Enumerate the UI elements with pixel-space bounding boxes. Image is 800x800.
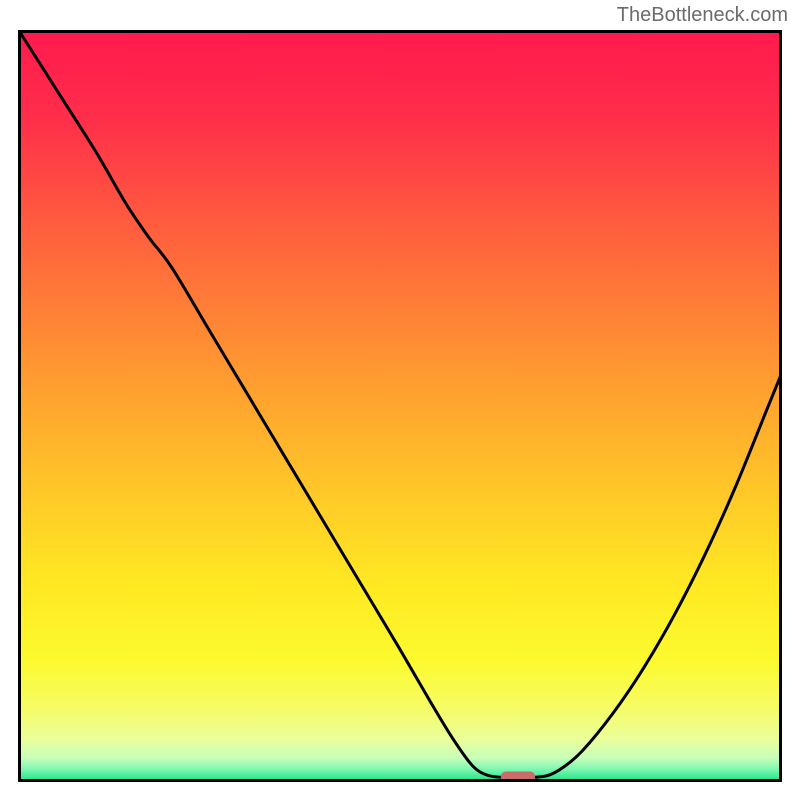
chart-container: TheBottleneck.com (0, 0, 800, 800)
plot-area (18, 30, 782, 782)
watermark-text: TheBottleneck.com (617, 4, 788, 27)
gradient-background (20, 32, 781, 781)
chart-svg (18, 30, 782, 782)
